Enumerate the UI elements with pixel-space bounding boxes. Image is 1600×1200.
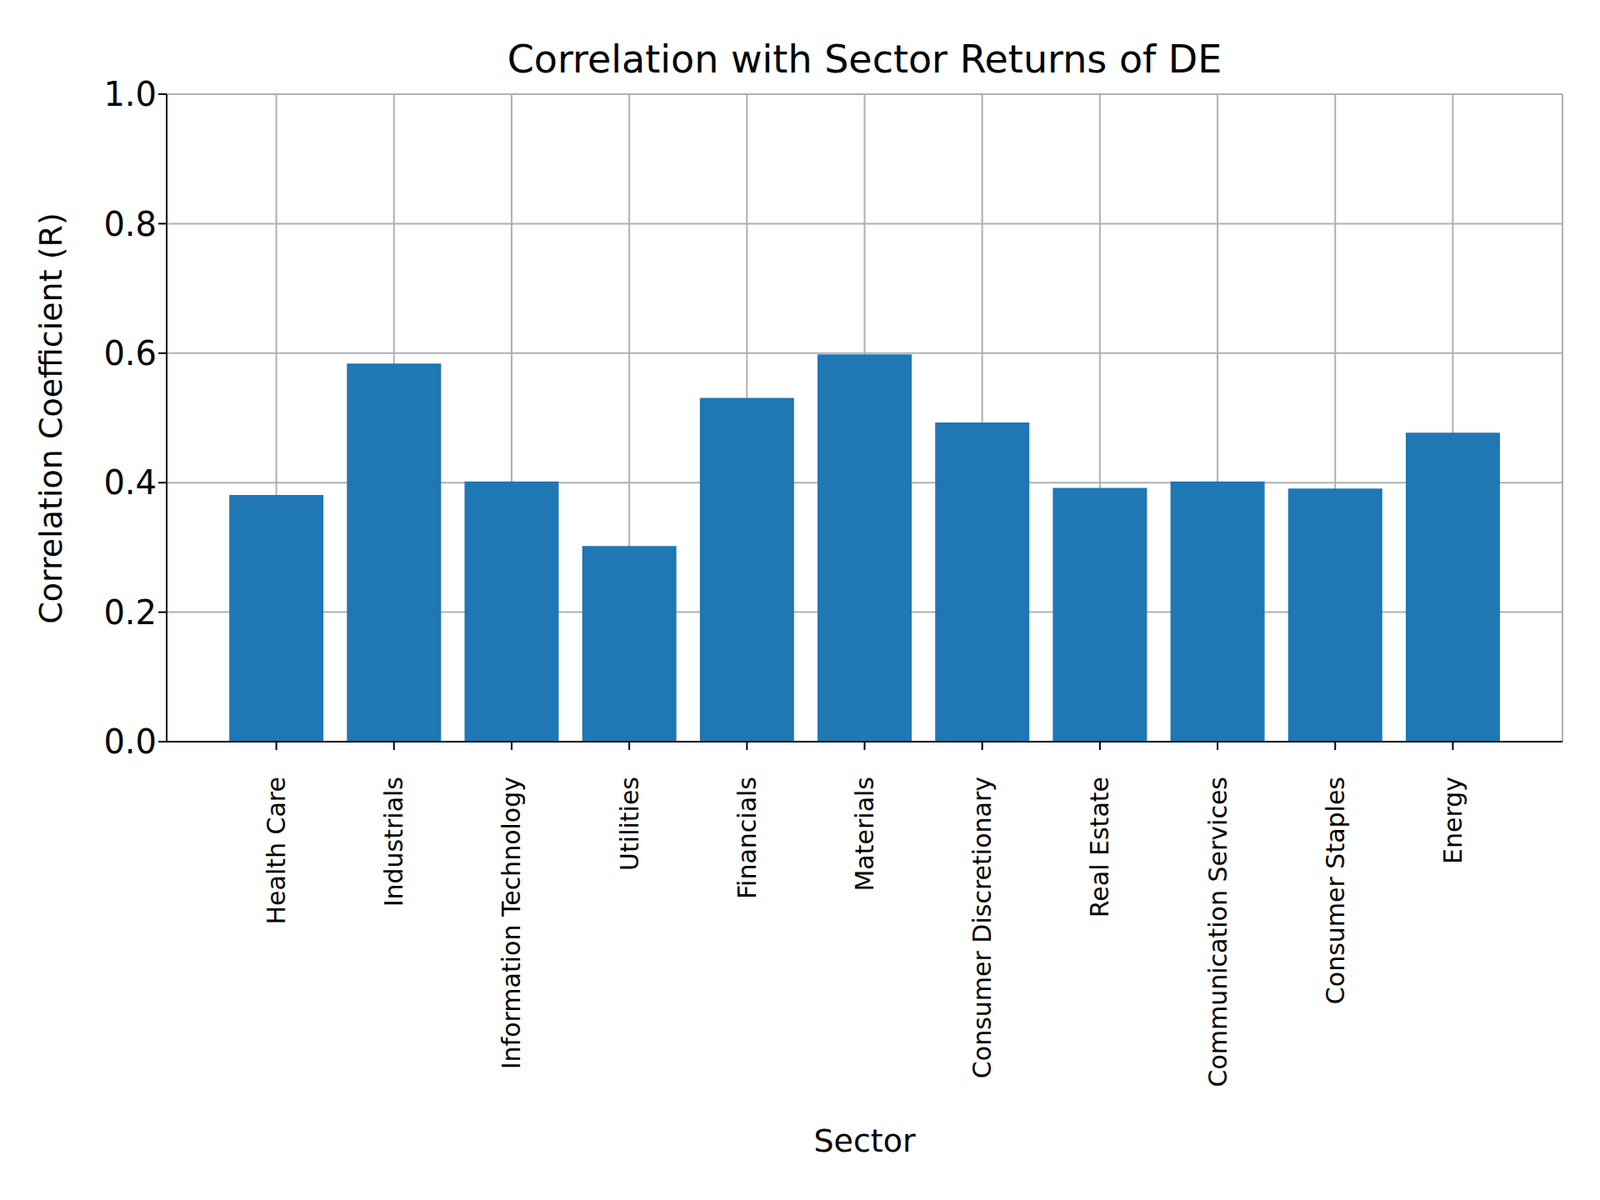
svg-text:0.6: 0.6 [103,334,157,373]
svg-text:Communication Services: Communication Services [1203,776,1233,1088]
svg-text:1.0: 1.0 [103,75,157,114]
svg-text:0.4: 0.4 [103,463,157,502]
svg-text:Real Estate: Real Estate [1085,776,1115,918]
svg-text:Information Technology: Information Technology [496,776,526,1070]
svg-text:0.2: 0.2 [103,593,157,632]
svg-text:Consumer Discretionary: Consumer Discretionary [967,776,997,1079]
html-text:Sector: Sector [813,1122,916,1160]
svg-text:Materials: Materials [850,776,880,892]
svg-text:Health Care: Health Care [261,776,291,925]
html-text:Correlation Coefficient (R): Correlation Coefficient (R) [32,212,70,624]
svg-text:Consumer Staples: Consumer Staples [1320,776,1350,1005]
svg-text:Financials: Financials [732,776,762,900]
svg-text:Utilities: Utilities [615,776,645,871]
svg-text:Industrials: Industrials [379,776,409,907]
svg-text:Energy: Energy [1438,776,1468,865]
svg-text:0.8: 0.8 [103,205,157,244]
html-text:Correlation with Sector Return: Correlation with Sector Returns of DE [507,36,1222,82]
svg-text:0.0: 0.0 [103,722,157,761]
